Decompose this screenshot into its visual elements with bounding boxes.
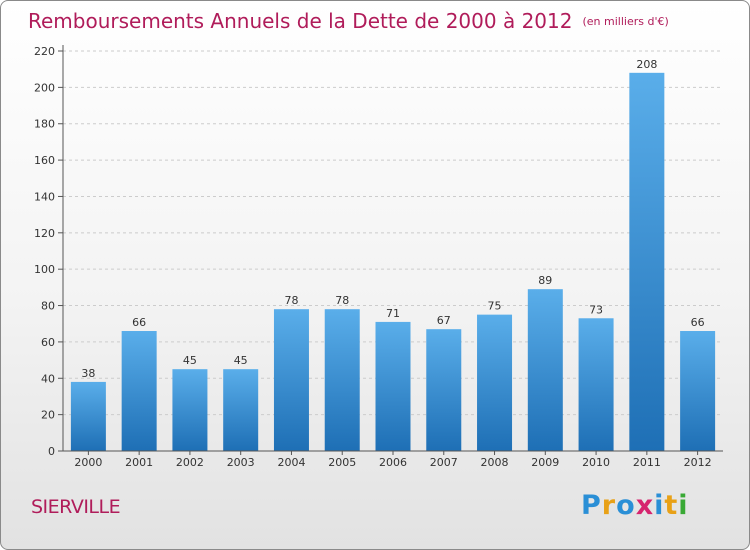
value-label-2004: 78 [284, 294, 298, 307]
value-label-2009: 89 [538, 274, 552, 287]
x-tick-label-2009: 2009 [531, 456, 559, 469]
x-tick-label-2008: 2008 [481, 456, 509, 469]
bar-2002 [172, 369, 208, 451]
x-tick-label-2005: 2005 [328, 456, 356, 469]
value-label-2003: 45 [234, 354, 248, 367]
logo-letter: x [635, 490, 655, 521]
logo-letter: t [664, 490, 679, 521]
bars [70, 72, 716, 452]
bar-2012 [680, 331, 716, 451]
title-row: Remboursements Annuels de la Dette de 20… [28, 9, 669, 33]
value-label-2000: 38 [81, 367, 95, 380]
logo-letter: i [654, 490, 665, 521]
logo-letter: P [581, 490, 602, 521]
x-tick-label-2011: 2011 [633, 456, 661, 469]
bar-2006 [375, 321, 411, 451]
x-tick-label-2004: 2004 [277, 456, 305, 469]
bar-2011 [629, 72, 665, 452]
y-tick-label: 180 [34, 118, 55, 131]
value-label-2010: 73 [589, 303, 603, 316]
value-label-2007: 67 [437, 314, 451, 327]
bar-2008 [477, 314, 513, 451]
y-tick-label: 100 [34, 263, 55, 276]
x-tick-label-2003: 2003 [227, 456, 255, 469]
logo-letter: o [616, 490, 636, 521]
chart-unit: (en milliers d'€) [582, 15, 669, 28]
y-tick-label: 40 [41, 372, 55, 385]
x-tick-label-2000: 2000 [74, 456, 102, 469]
y-tick-label: 200 [34, 81, 55, 94]
value-label-2008: 75 [488, 300, 502, 313]
y-tick-label: 0 [48, 445, 55, 458]
y-tick-label: 60 [41, 336, 55, 349]
bar-2000 [70, 381, 106, 451]
y-tick-label: 20 [41, 409, 55, 422]
bar-2005 [324, 309, 360, 451]
bar-2009 [527, 289, 563, 451]
labels: 0 20 40 60 80 100 120 140 160 180 200 220 38 2000 66 20… [34, 45, 712, 469]
value-label-2001: 66 [132, 316, 146, 329]
chart-title: Remboursements Annuels de la Dette de 20… [28, 9, 573, 33]
y-tick-label: 120 [34, 227, 55, 240]
y-tick-label: 140 [34, 190, 55, 203]
value-label-2005: 78 [335, 294, 349, 307]
value-label-2011: 208 [636, 58, 657, 71]
bar-2004 [273, 309, 309, 451]
x-tick-label-2006: 2006 [379, 456, 407, 469]
x-tick-label-2007: 2007 [430, 456, 458, 469]
y-tick-label: 80 [41, 300, 55, 313]
y-tick-label: 220 [34, 45, 55, 58]
x-tick-label-2002: 2002 [176, 456, 204, 469]
x-tick-label-2012: 2012 [684, 456, 712, 469]
bar-2010 [578, 318, 614, 451]
y-tick-label: 160 [34, 154, 55, 167]
logo-letter: r [601, 490, 617, 521]
bar-2003 [223, 369, 259, 451]
value-label-2012: 66 [691, 316, 705, 329]
axes [58, 45, 723, 455]
logo-letter: i [678, 490, 689, 521]
x-tick-label-2010: 2010 [582, 456, 610, 469]
proxiti-logo: Proxiti [581, 490, 689, 521]
value-label-2002: 45 [183, 354, 197, 367]
bar-2001 [121, 331, 157, 451]
value-label-2006: 71 [386, 307, 400, 320]
bar-2007 [426, 329, 462, 451]
commune-name: SIERVILLE [31, 496, 121, 518]
x-tick-label-2001: 2001 [125, 456, 153, 469]
